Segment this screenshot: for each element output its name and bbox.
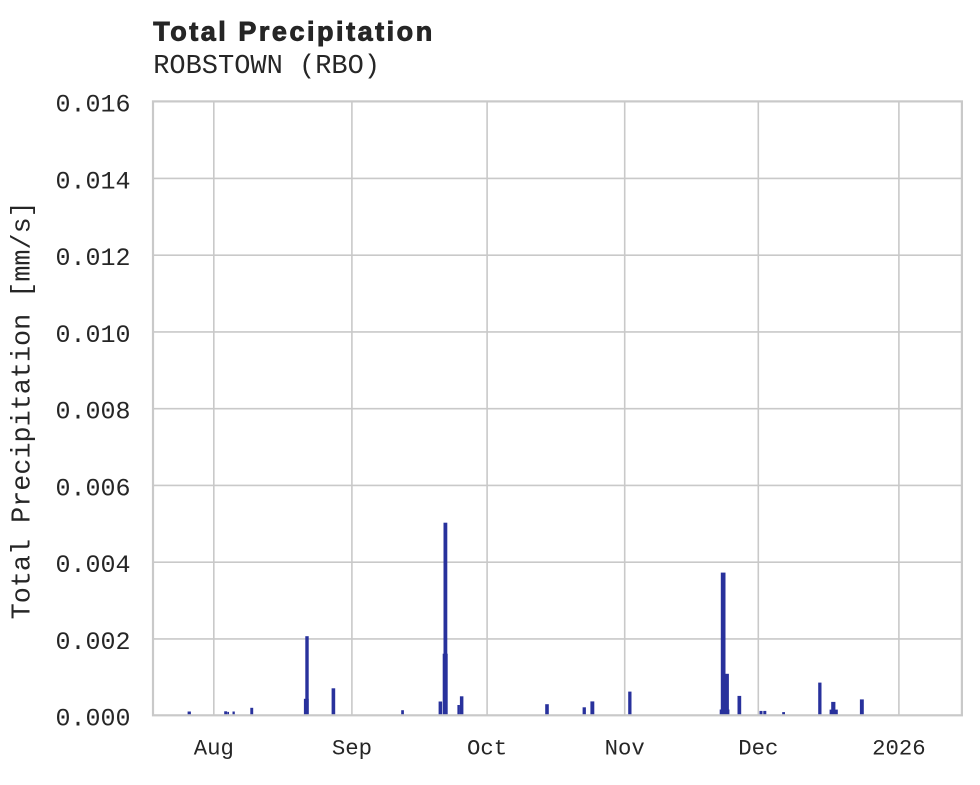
svg-text:0.000: 0.000	[55, 705, 130, 734]
svg-text:Oct: Oct	[467, 736, 507, 762]
svg-text:2026: 2026	[872, 736, 926, 762]
svg-text:0.002: 0.002	[55, 628, 130, 657]
svg-text:Dec: Dec	[738, 736, 778, 762]
svg-text:Nov: Nov	[605, 736, 645, 762]
svg-text:0.004: 0.004	[55, 551, 130, 580]
svg-text:0.012: 0.012	[55, 244, 130, 273]
svg-text:0.006: 0.006	[55, 474, 130, 503]
svg-text:0.008: 0.008	[55, 398, 130, 427]
svg-text:0.010: 0.010	[55, 321, 130, 350]
svg-text:ROBSTOWN (RBO): ROBSTOWN (RBO)	[153, 52, 380, 82]
svg-text:0.016: 0.016	[55, 91, 130, 120]
svg-text:Total Precipitation: Total Precipitation	[153, 17, 432, 47]
svg-text:Total Precipitation [mm/s]: Total Precipitation [mm/s]	[9, 201, 39, 619]
svg-text:Aug: Aug	[194, 736, 234, 762]
svg-text:Sep: Sep	[332, 736, 372, 762]
svg-text:0.014: 0.014	[55, 168, 130, 197]
